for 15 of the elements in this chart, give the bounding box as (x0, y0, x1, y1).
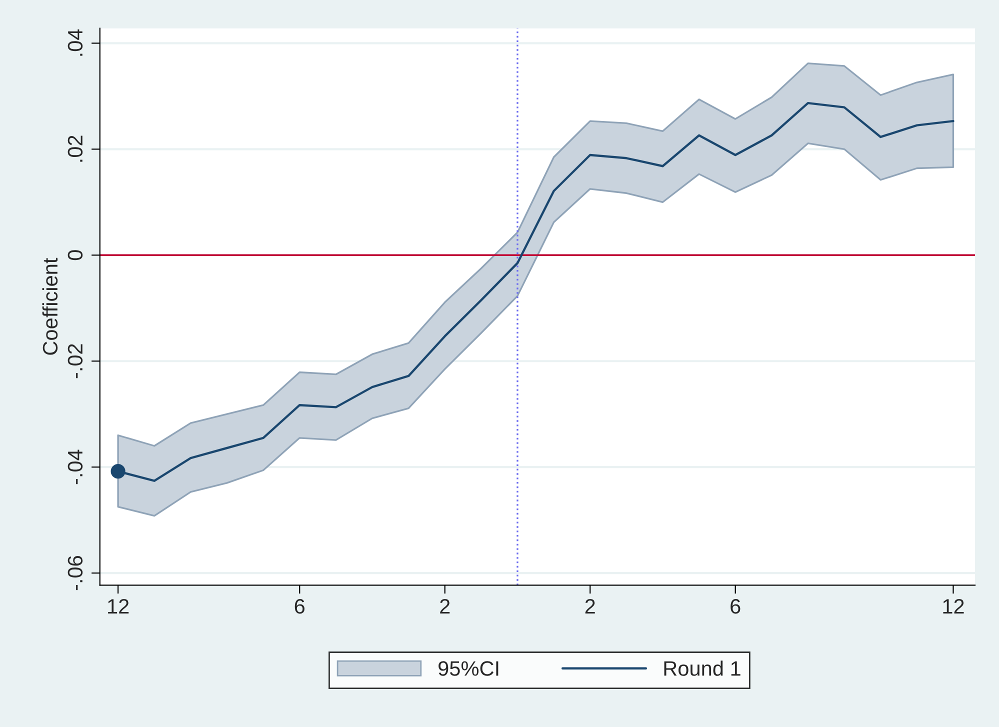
y-tick-label: -.02 (68, 344, 83, 378)
x-tick-label: 12 (108, 598, 129, 614)
y-tick-label: -.04 (68, 450, 83, 484)
x-tick-label: 12 (943, 598, 964, 614)
x-tick-label: 2 (585, 598, 595, 614)
y-tick-label: -.06 (68, 556, 83, 590)
y-axis-title: Coefficient (42, 258, 58, 355)
legend-label: Round 1 (664, 660, 740, 676)
x-tick-label: 2 (440, 598, 450, 614)
x-tick-label: 6 (730, 598, 740, 614)
text: 95%CI (438, 661, 498, 676)
y-tick-label: .04 (68, 29, 83, 56)
x-tick-label: 6 (294, 598, 304, 614)
y-tick-label: 0 (68, 250, 83, 260)
y-tick-label: .02 (68, 136, 83, 162)
